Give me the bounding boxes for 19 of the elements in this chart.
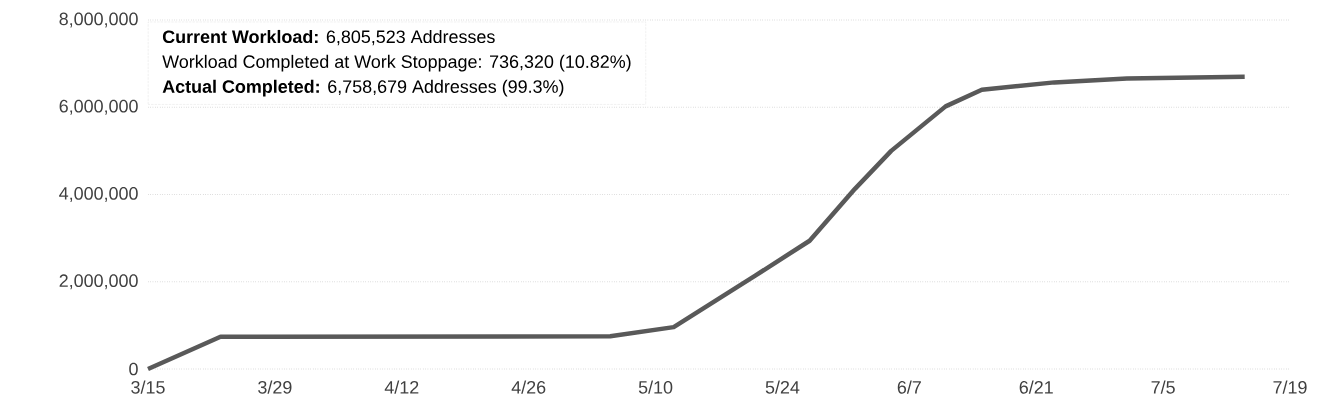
x-tick-label: 4/26	[511, 380, 546, 394]
line-series	[145, 74, 1247, 372]
y-tick-label: 6,000,000	[59, 99, 138, 115]
x-tick-label: 5/10	[638, 380, 673, 394]
y-tick-label: 8,000,000	[59, 12, 138, 28]
y-tick-label: 2,000,000	[59, 274, 138, 290]
annotation: Actual Completed: 6,758,679 Addresses (99.3%)	[162, 79, 564, 97]
x-tick-label: 7/19	[1273, 380, 1307, 394]
x-tick-label: 3/29	[258, 380, 292, 394]
annotation: Current Workload: 6,805,523 Addresses	[162, 29, 495, 46]
annotation: Workload Completed at Work Stoppage: 736,320 (10.82%)	[162, 54, 631, 72]
x-tick-label: 6/7	[897, 380, 921, 394]
y-tick-label: 4,000,000	[59, 187, 138, 202]
x-tick-label: 5/24	[765, 380, 800, 394]
x-tick-label: 3/15	[131, 380, 165, 394]
x-tick-label: 4/12	[384, 380, 419, 394]
x-tick-label: 7/5	[1151, 380, 1175, 394]
x-tick-label: 6/21	[1019, 380, 1053, 394]
y-tick-label: 0	[129, 362, 138, 376]
